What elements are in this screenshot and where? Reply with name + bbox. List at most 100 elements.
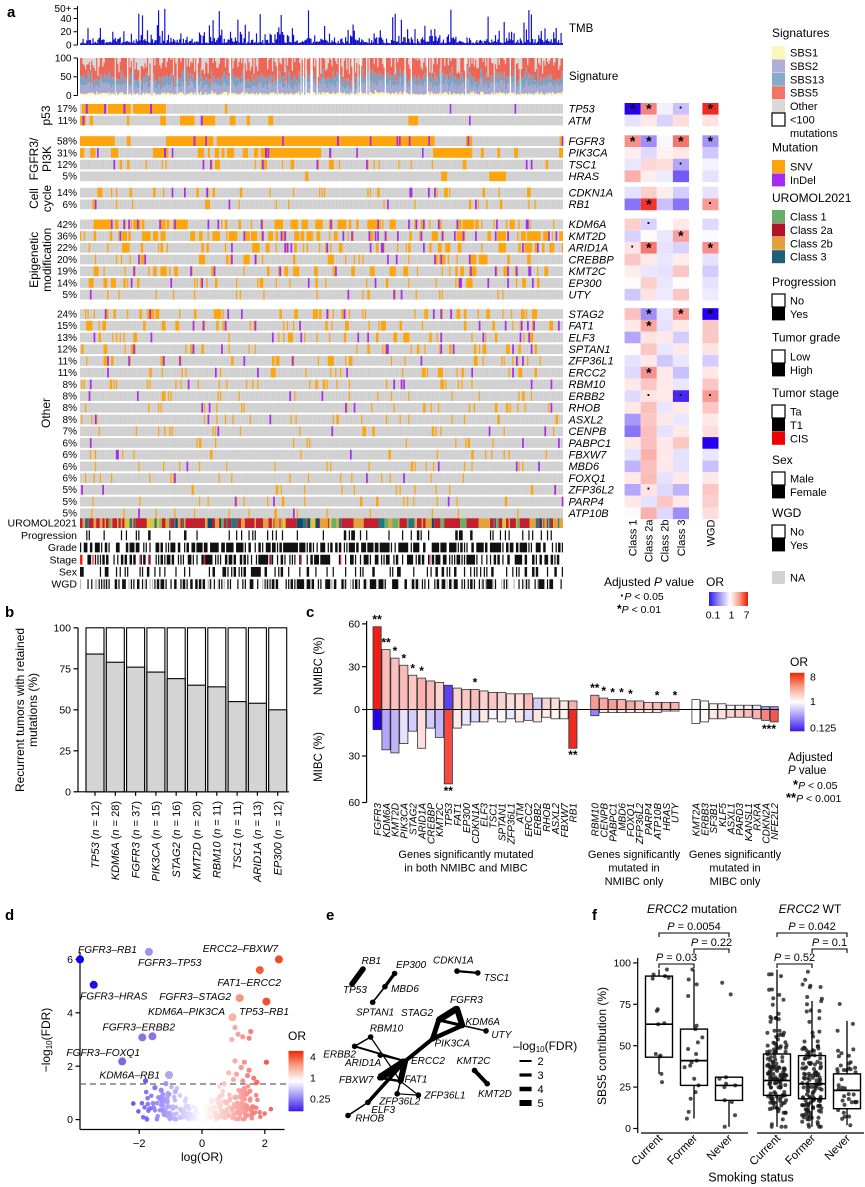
- svg-text:40: 40: [60, 14, 72, 25]
- svg-text:Tumor stage: Tumor stage: [772, 386, 839, 400]
- svg-text:58%: 58%: [57, 137, 77, 148]
- svg-text:30: 30: [348, 751, 360, 763]
- svg-text:ATM: ATM: [568, 115, 592, 127]
- svg-text:TMB: TMB: [569, 23, 594, 35]
- svg-text:0: 0: [625, 1123, 631, 1135]
- svg-text:5%: 5%: [63, 485, 78, 496]
- svg-text:PIK3CA: PIK3CA: [435, 1039, 471, 1050]
- svg-text:Recurrent tumors with retained: Recurrent tumors with retained: [13, 628, 27, 792]
- svg-text:11%: 11%: [58, 116, 77, 127]
- svg-text:FGFR3–ERBB2: FGFR3–ERBB2: [103, 1023, 176, 1034]
- svg-text:MBD6: MBD6: [617, 803, 628, 831]
- svg-text:MIBC (%): MIBC (%): [313, 732, 325, 782]
- svg-text:FGFR3/: FGFR3/: [27, 137, 41, 180]
- svg-text:EP300: EP300: [462, 803, 473, 833]
- svg-text:P = 0.0054: P = 0.0054: [667, 921, 721, 933]
- svg-text:Signature: Signature: [569, 71, 618, 83]
- svg-text:60: 60: [348, 619, 360, 631]
- svg-text:CDKN2A: CDKN2A: [761, 803, 772, 844]
- svg-text:SBS5 contribution (%): SBS5 contribution (%): [595, 987, 609, 1105]
- svg-text:ZFP36L2: ZFP36L2: [378, 1097, 421, 1108]
- svg-text:RHOB: RHOB: [542, 803, 553, 832]
- svg-text:KLF5: KLF5: [718, 803, 729, 827]
- svg-text:22%: 22%: [57, 243, 77, 254]
- svg-text:RBM10: RBM10: [569, 379, 607, 391]
- svg-text:KMT2A: KMT2A: [692, 803, 703, 837]
- svg-text:FOXQ1: FOXQ1: [626, 803, 637, 837]
- svg-text:P = 0.03: P = 0.03: [656, 952, 697, 964]
- svg-text:Class 2b: Class 2b: [660, 520, 672, 563]
- svg-text:Other: Other: [790, 101, 818, 113]
- svg-text:Adjusted: Adjusted: [788, 752, 833, 764]
- svg-text:FBXW7: FBXW7: [569, 450, 608, 462]
- svg-text:–log10(FDR): –log10(FDR): [513, 1039, 577, 1054]
- svg-text:NA: NA: [790, 573, 806, 585]
- svg-text:KDM6A–RB1: KDM6A–RB1: [99, 1071, 160, 1082]
- svg-text:TP53: TP53: [343, 985, 367, 996]
- svg-text:**: **: [590, 681, 600, 695]
- svg-text:in both NMIBC and MIBC: in both NMIBC and MIBC: [404, 863, 528, 875]
- svg-text:No: No: [790, 527, 804, 539]
- svg-text:EP300: EP300: [569, 278, 603, 290]
- svg-text:0: 0: [354, 704, 360, 716]
- svg-text:Epigenetic: Epigenetic: [27, 232, 41, 288]
- svg-text:ATP10B: ATP10B: [653, 803, 664, 841]
- svg-text:0.25: 0.25: [310, 1094, 331, 1106]
- svg-text:6%: 6%: [63, 438, 78, 449]
- svg-text:PIK3CA (n = 15): PIK3CA (n = 15): [151, 801, 163, 881]
- svg-text:KMT2C: KMT2C: [569, 266, 606, 278]
- svg-text:P = 0.22: P = 0.22: [691, 937, 732, 949]
- svg-text:60: 60: [348, 797, 360, 809]
- svg-text:*: *: [610, 686, 615, 700]
- svg-text:WGD: WGD: [772, 506, 802, 520]
- svg-text:Class 1: Class 1: [627, 520, 639, 557]
- svg-text:·: ·: [708, 196, 712, 211]
- svg-text:a: a: [7, 4, 16, 21]
- svg-text:CDKN1A: CDKN1A: [471, 803, 482, 844]
- svg-text:*: *: [655, 688, 660, 702]
- svg-text:ERBB2: ERBB2: [533, 803, 544, 836]
- svg-text:42%: 42%: [57, 220, 77, 231]
- svg-text:<100: <100: [790, 115, 815, 127]
- svg-text:KMT2D: KMT2D: [569, 231, 606, 243]
- svg-text:6%: 6%: [63, 462, 78, 473]
- svg-text:*: *: [628, 687, 633, 701]
- svg-text:RBM10: RBM10: [591, 803, 602, 837]
- svg-text:CIS: CIS: [790, 433, 808, 445]
- svg-text:*: *: [601, 684, 606, 698]
- svg-text:HRAS: HRAS: [569, 171, 600, 183]
- svg-text:TP53: TP53: [444, 803, 455, 827]
- svg-text:ZFP36L1: ZFP36L1: [423, 1090, 465, 1101]
- svg-text:*: *: [678, 228, 684, 244]
- svg-text:FGFR3–FOXQ1: FGFR3–FOXQ1: [66, 1048, 140, 1059]
- svg-text:·: ·: [647, 216, 651, 231]
- svg-text:EP300 (n = 12): EP300 (n = 12): [273, 801, 285, 875]
- svg-text:*: *: [678, 306, 684, 322]
- svg-text:Sex: Sex: [59, 567, 78, 579]
- svg-text:3: 3: [538, 1070, 544, 1082]
- svg-text:ERCC2: ERCC2: [569, 368, 606, 380]
- svg-text:11%: 11%: [58, 368, 77, 379]
- svg-text:KMT2D: KMT2D: [478, 1089, 512, 1100]
- svg-text:**: **: [381, 636, 391, 650]
- svg-text:OR: OR: [706, 575, 724, 589]
- svg-text:14%: 14%: [57, 188, 77, 199]
- svg-text:Progression: Progression: [21, 530, 77, 542]
- svg-text:Class 2b: Class 2b: [790, 238, 833, 250]
- svg-text:FAT1–ERCC2: FAT1–ERCC2: [217, 978, 281, 989]
- svg-text:mutations (%): mutations (%): [26, 673, 40, 747]
- svg-text:ERBB2: ERBB2: [569, 391, 605, 403]
- svg-text:*: *: [646, 133, 652, 149]
- svg-text:ATP10B: ATP10B: [568, 508, 609, 520]
- svg-text:f: f: [592, 907, 598, 924]
- svg-text:Other: Other: [39, 398, 53, 428]
- svg-text:−log10(FDR): −log10(FDR): [39, 1008, 54, 1073]
- svg-text:CREBBP: CREBBP: [426, 803, 437, 844]
- svg-text:*: *: [401, 651, 406, 665]
- svg-text:PIK3CA: PIK3CA: [400, 803, 411, 839]
- svg-text:Stage: Stage: [50, 554, 78, 566]
- svg-text:ATM: ATM: [515, 802, 526, 824]
- svg-text:*: *: [419, 664, 424, 678]
- svg-text:24%: 24%: [57, 309, 77, 320]
- svg-text:ZFP36L2: ZFP36L2: [568, 485, 614, 497]
